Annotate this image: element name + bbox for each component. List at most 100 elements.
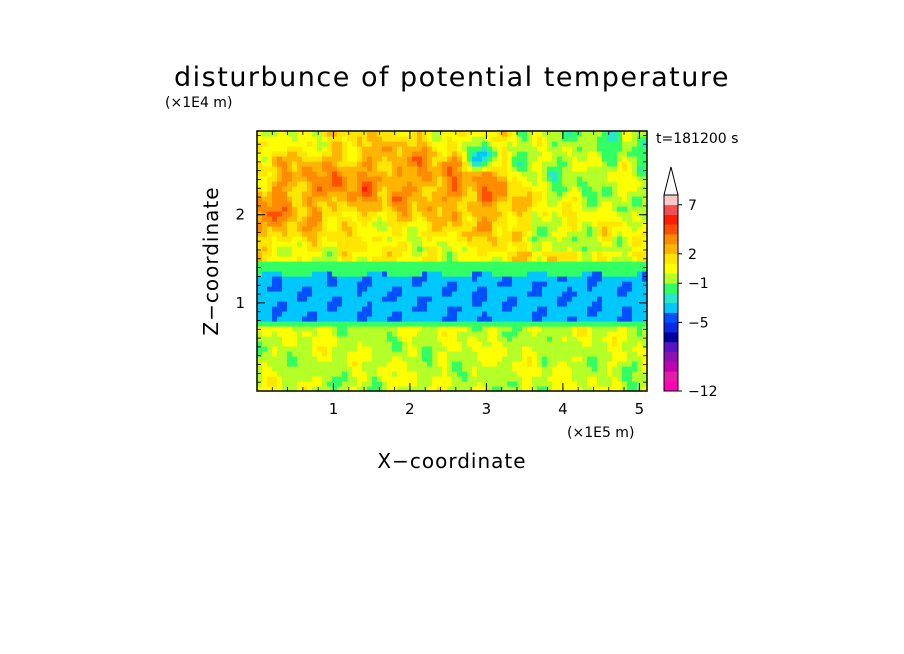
field-cell: [517, 281, 523, 287]
field-cell: [552, 281, 558, 287]
field-cell: [562, 296, 568, 302]
field-cell: [587, 256, 593, 262]
field-cell: [327, 161, 333, 167]
field-cell: [597, 136, 603, 142]
field-cell: [452, 256, 458, 262]
field-cell: [582, 341, 588, 347]
field-cell: [587, 216, 593, 222]
field-cell: [592, 321, 598, 327]
field-cell: [412, 201, 418, 207]
field-cell: [522, 281, 528, 287]
field-cell: [532, 251, 538, 257]
field-cell: [467, 216, 473, 222]
field-cell: [262, 226, 268, 232]
field-cell: [562, 346, 568, 352]
field-cell: [632, 281, 638, 287]
field-cell: [417, 296, 423, 302]
field-cell: [387, 151, 393, 157]
field-cell: [262, 171, 268, 177]
field-cell: [492, 366, 498, 372]
field-cell: [587, 171, 593, 177]
field-cell: [582, 196, 588, 202]
field-cell: [567, 361, 573, 367]
field-cell: [367, 166, 373, 172]
field-cell: [427, 161, 433, 167]
field-cell: [277, 311, 283, 317]
field-cell: [262, 296, 268, 302]
field-cell: [507, 166, 513, 172]
field-cell: [557, 246, 563, 252]
field-cell: [612, 211, 618, 217]
field-cell: [497, 201, 503, 207]
field-cell: [352, 171, 358, 177]
field-cell: [637, 186, 643, 192]
field-cell: [432, 336, 438, 342]
field-cell: [622, 286, 628, 292]
field-cell: [407, 141, 413, 147]
field-cell: [572, 156, 578, 162]
field-cell: [502, 256, 508, 262]
field-cell: [377, 266, 383, 272]
field-cell: [572, 301, 578, 307]
field-cell: [597, 226, 603, 232]
field-cell: [642, 371, 647, 377]
field-cell: [292, 201, 298, 207]
field-cell: [497, 311, 503, 317]
field-cell: [337, 261, 343, 267]
field-cell: [267, 321, 273, 327]
field-cell: [372, 186, 378, 192]
field-cell: [517, 366, 523, 372]
field-cell: [342, 296, 348, 302]
field-cell: [522, 336, 528, 342]
field-cell: [537, 306, 543, 312]
field-cell: [307, 291, 313, 297]
field-cell: [447, 381, 453, 387]
field-cell: [372, 211, 378, 217]
field-cell: [512, 256, 518, 262]
field-cell: [517, 186, 523, 192]
field-cell: [637, 146, 643, 152]
field-cell: [397, 226, 403, 232]
field-cell: [302, 326, 308, 332]
field-cell: [627, 171, 633, 177]
field-cell: [292, 301, 298, 307]
field-cell: [412, 236, 418, 242]
field-cell: [462, 306, 468, 312]
field-cell: [297, 246, 303, 252]
field-cell: [467, 311, 473, 317]
field-cell: [287, 161, 293, 167]
field-cell: [467, 236, 473, 242]
field-cell: [467, 266, 473, 272]
field-cell: [482, 186, 488, 192]
field-cell: [557, 151, 563, 157]
field-cell: [497, 271, 503, 277]
field-cell: [457, 201, 463, 207]
field-cell: [457, 326, 463, 332]
field-cell: [597, 291, 603, 297]
field-cell: [532, 151, 538, 157]
field-cell: [402, 321, 408, 327]
field-cell: [332, 231, 338, 237]
field-cell: [552, 211, 558, 217]
field-cell: [257, 311, 263, 317]
field-cell: [547, 206, 553, 212]
field-cell: [597, 231, 603, 237]
field-cell: [572, 246, 578, 252]
field-cell: [507, 376, 513, 382]
field-cell: [637, 341, 643, 347]
field-cell: [467, 246, 473, 252]
field-cell: [452, 221, 458, 227]
field-cell: [537, 131, 543, 137]
field-cell: [407, 276, 413, 282]
field-cell: [632, 366, 638, 372]
field-cell: [277, 221, 283, 227]
field-cell: [342, 201, 348, 207]
field-cell: [332, 311, 338, 317]
field-cell: [457, 286, 463, 292]
field-cell: [447, 336, 453, 342]
field-cell: [422, 376, 428, 382]
field-cell: [347, 356, 353, 362]
field-cell: [382, 156, 388, 162]
field-cell: [542, 346, 548, 352]
field-cell: [412, 311, 418, 317]
